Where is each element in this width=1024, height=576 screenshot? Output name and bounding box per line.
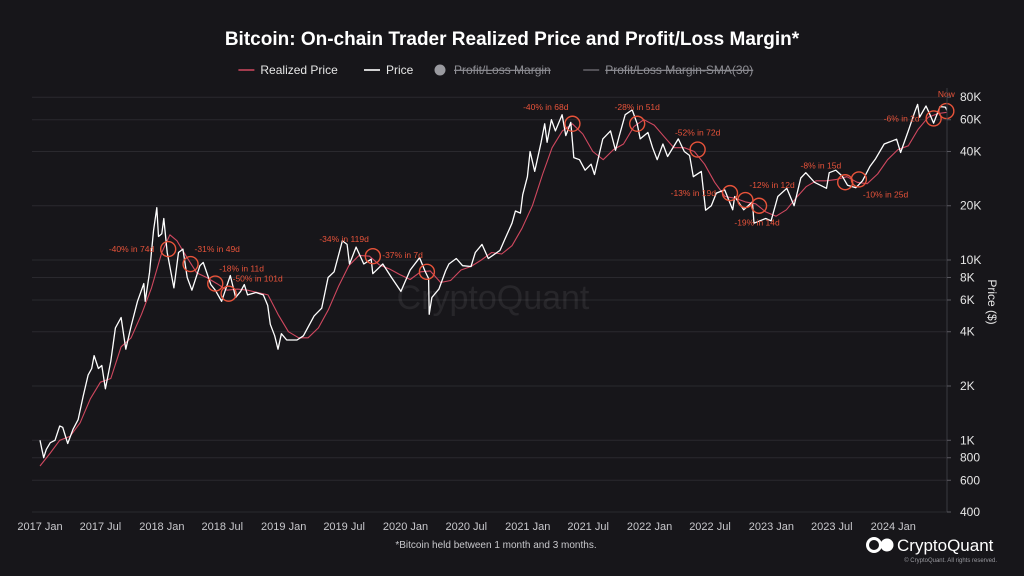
y-axis: 400 600 800 1K 2K 4K 6K 8K 10K 20K 40K 60K 80K: [947, 90, 981, 519]
annotation: -40% in 74d: [109, 240, 177, 258]
annotation-label: -10% in 25d: [863, 189, 909, 199]
annotation-circle-icon: [159, 240, 177, 258]
annotation: -40% in 68d: [523, 102, 581, 132]
x-tick-label: 2022 Jan: [627, 521, 672, 533]
legend-label: Realized Price: [260, 63, 338, 77]
legend-label: Profit/Loss Margin: [454, 63, 551, 77]
y-tick-label: 600: [960, 473, 980, 487]
x-tick-label: 2021 Jul: [567, 521, 609, 533]
annotation-circle-icon: [850, 171, 868, 188]
annotation-circle-icon: [564, 115, 581, 132]
annotation-circle-icon: [721, 184, 739, 202]
annotation-label: -6% in 2d: [884, 113, 920, 123]
y-tick-label: 10K: [960, 253, 981, 267]
legend-item: Profit/Loss Margin-SMA(30): [583, 63, 753, 77]
annotation-circle-icon: [938, 102, 955, 120]
annotation: -37% in 7d: [382, 250, 436, 281]
annotation-label: -13% in 19d: [671, 188, 717, 198]
brand-logo: CryptoQuant © CryptoQuant. All rights re…: [866, 536, 997, 564]
annotation-label: -34% in 119d: [319, 234, 369, 244]
y-tick-label: 4K: [960, 325, 975, 339]
annotation-circle-icon: [207, 275, 224, 292]
x-axis: 2017 Jan 2017 Jul 2018 Jan 2018 Jul 2019 Jan…: [17, 521, 916, 533]
annotation-circle-icon: [220, 285, 237, 302]
annotation-circle-icon: [836, 174, 854, 191]
annotation: -13% in 19d: [671, 184, 739, 202]
annotation-label: -37% in 7d: [382, 250, 423, 260]
y-tick-label: 6K: [960, 293, 975, 307]
annotation-circle-icon: [364, 247, 382, 265]
annotation-label: -12% in 12d: [749, 180, 795, 190]
legend-item: Price: [364, 63, 414, 77]
legend-item: Profit/Loss Margin: [434, 63, 551, 77]
x-tick-label: 2017 Jan: [17, 521, 62, 533]
x-tick-label: 2019 Jan: [261, 521, 306, 533]
y-tick-label: 20K: [960, 199, 981, 213]
legend-label: Price: [386, 63, 414, 77]
y-tick-label: 80K: [960, 90, 981, 104]
x-tick-label: 2022 Jul: [689, 521, 731, 533]
annotation: -19% in 14d: [734, 197, 780, 228]
x-tick-label: 2019 Jul: [323, 521, 365, 533]
y-tick-label: 800: [960, 451, 980, 465]
legend-dot-icon: [434, 64, 446, 76]
legend: Realized Price Price Profit/Loss Margin Pro…: [238, 63, 753, 77]
annotation-circle-icon: [737, 191, 754, 209]
annotation-label: -19% in 14d: [734, 218, 780, 228]
watermark: CryptoQuant: [397, 279, 590, 317]
y-tick-label: 400: [960, 505, 980, 519]
y-axis-title: Price ($): [985, 279, 999, 324]
y-tick-label: 1K: [960, 433, 975, 447]
annotations: -40% in 74d -31% in 49d -18% in 11d-50% in…: [109, 89, 956, 302]
annotation-label: -28% in 51d: [615, 102, 661, 112]
annotation-label: -40% in 74d: [109, 244, 155, 254]
annotation-circle-icon: [182, 255, 199, 273]
annotation-circle-icon: [418, 263, 436, 281]
series-layer: [39, 103, 948, 467]
annotation: -10% in 25d: [850, 171, 909, 199]
annotation: -34% in 119d: [319, 234, 382, 265]
annotation-label: -8% in 15d: [801, 160, 842, 170]
x-tick-label: 2020 Jul: [445, 521, 487, 533]
x-tick-label: 2018 Jul: [201, 521, 243, 533]
brand-name: CryptoQuant: [897, 536, 994, 555]
chart-title: Bitcoin: On-chain Trader Realized Price …: [225, 29, 800, 50]
x-tick-label: 2020 Jan: [383, 521, 428, 533]
annotation-circle-icon: [750, 197, 768, 214]
x-tick-label: 2023 Jan: [749, 521, 794, 533]
annotation: -6% in 2d: [884, 110, 942, 127]
annotation: -50% in 101d: [220, 274, 283, 302]
annotation: -18% in 11d: [207, 264, 264, 292]
annotation: -28% in 51d: [615, 102, 661, 132]
y-tick-label: 40K: [960, 144, 981, 158]
y-tick-label: 60K: [960, 113, 981, 127]
legend-item: Realized Price: [238, 63, 338, 77]
annotation-label: -18% in 11d: [219, 264, 264, 274]
copyright: © CryptoQuant. All rights reserved.: [904, 557, 997, 564]
annotation-label: -52% in 72d: [675, 128, 721, 138]
legend-label: Profit/Loss Margin-SMA(30): [605, 63, 753, 77]
annotation-label: -40% in 68d: [523, 102, 569, 112]
x-tick-label: 2024 Jan: [871, 521, 916, 533]
annotation-circle-icon: [629, 115, 646, 132]
x-tick-label: 2023 Jul: [811, 521, 853, 533]
x-tick-label: 2021 Jan: [505, 521, 550, 533]
annotation-circle-icon: [925, 110, 942, 127]
x-tick-label: 2018 Jan: [139, 521, 184, 533]
annotation: -8% in 15d: [801, 160, 854, 191]
footnote: *Bitcoin held between 1 month and 3 mont…: [395, 540, 596, 551]
price-line: [39, 103, 948, 459]
annotation: -31% in 49d: [182, 244, 241, 273]
x-tick-label: 2017 Jul: [80, 521, 122, 533]
y-tick-label: 2K: [960, 379, 975, 393]
annotation-circle-icon: [689, 141, 706, 158]
annotation: -52% in 72d: [675, 128, 721, 158]
annotation: -12% in 12d: [737, 180, 795, 209]
y-tick-label: 8K: [960, 270, 975, 284]
annotation-label: -31% in 49d: [195, 244, 241, 254]
cryptoquant-logo-icon: [866, 537, 894, 553]
annotation-label: -50% in 101d: [233, 274, 283, 284]
